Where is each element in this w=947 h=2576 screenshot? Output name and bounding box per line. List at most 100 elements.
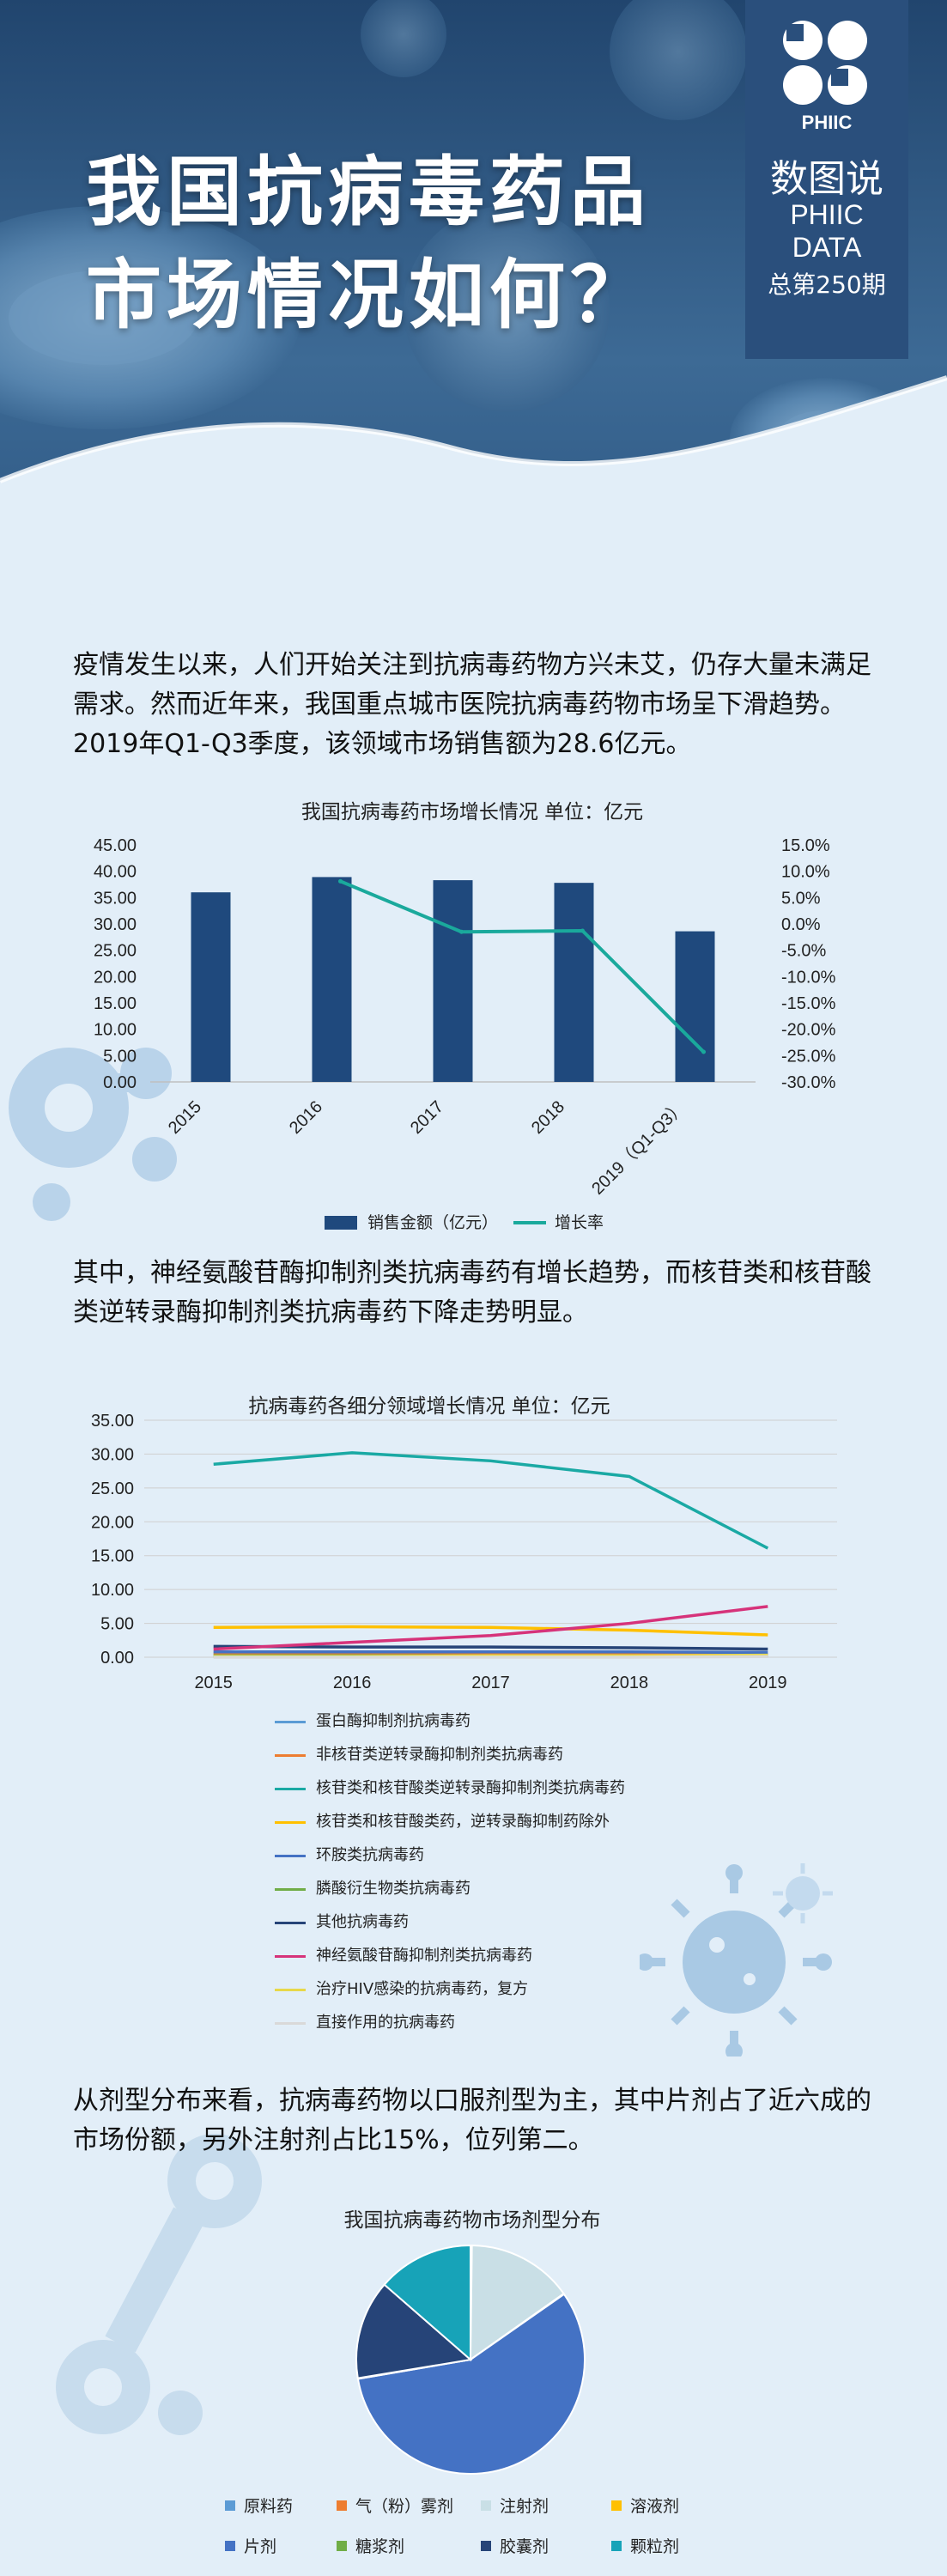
legend-label: 环胺类抗病毒药 bbox=[316, 1846, 424, 1864]
y2-tick-label: -30.0% bbox=[781, 1073, 836, 1092]
legend-swatch bbox=[275, 1921, 306, 1924]
legend-item-5: 膦酸衍生物类抗病毒药 bbox=[275, 1876, 470, 1899]
y-tick-label: 30.00 bbox=[91, 1445, 134, 1464]
bar-2017 bbox=[433, 880, 473, 1082]
bar-2015 bbox=[191, 892, 231, 1082]
y-tick-label: 5.00 bbox=[100, 1615, 134, 1634]
series-line-4 bbox=[213, 1649, 768, 1655]
legend-swatch bbox=[275, 1720, 306, 1723]
legend-label-注射剂: 注射剂 bbox=[500, 2497, 549, 2516]
series-line-6 bbox=[213, 1644, 768, 1651]
series-line-9 bbox=[213, 1655, 768, 1659]
y-tick-label: 0.00 bbox=[100, 1649, 134, 1668]
growth-point-2016 bbox=[338, 878, 343, 884]
series-line-7 bbox=[213, 1605, 768, 1651]
x-tick-label: 2017 bbox=[407, 1097, 447, 1138]
legend-item-3: 核苷类和核苷酸类药，逆转录酶抑制药除外 bbox=[275, 1809, 610, 1832]
x-tick-label: 2018 bbox=[610, 1674, 649, 1692]
intro-paragraph: 疫情发生以来，人们开始关注到抗病毒药物方兴未艾，仍存大量未满足需求。然而近年来，… bbox=[73, 650, 871, 759]
legend-swatch bbox=[275, 1820, 306, 1824]
dosage-paragraph: 从剂型分布来看，抗病毒药物以口服剂型为主，其中片剂占了近六成的市场份额，另外注射… bbox=[73, 2086, 871, 2155]
growth-point-2018 bbox=[580, 928, 585, 933]
legend-item-2: 核苷类和核苷酸类逆转录酶抑制剂类抗病毒药 bbox=[275, 1776, 625, 1798]
x-tick-label: 2017 bbox=[471, 1674, 510, 1692]
legend-item-0: 蛋白酶抑制剂抗病毒药 bbox=[275, 1709, 470, 1731]
molecule-decoration-icon bbox=[9, 1048, 177, 1221]
x-tick-label: 2016 bbox=[286, 1097, 326, 1138]
y2-tick-label: 0.0% bbox=[781, 915, 821, 934]
y-tick-label: 35.00 bbox=[94, 889, 137, 908]
y2-tick-label: 15.0% bbox=[781, 836, 830, 855]
x-tick-label: 2018 bbox=[528, 1097, 568, 1138]
phiic-logo-icon bbox=[783, 21, 867, 105]
y-tick-label: 30.00 bbox=[94, 915, 137, 934]
y-tick-label: 45.00 bbox=[94, 836, 137, 855]
legend-label-sales: 销售金额（亿元） bbox=[367, 1213, 498, 1232]
legend-label-片剂: 片剂 bbox=[244, 2537, 276, 2556]
x-tick-label: 2019 bbox=[749, 1674, 787, 1692]
growth-point-2019（Q1-Q3） bbox=[701, 1049, 706, 1054]
y-tick-label: 20.00 bbox=[91, 1513, 134, 1532]
y2-tick-label: -15.0% bbox=[781, 994, 836, 1013]
legend-swatch-原料药 bbox=[225, 2500, 235, 2511]
legend-swatch bbox=[275, 1787, 306, 1790]
y2-tick-label: -25.0% bbox=[781, 1047, 836, 1066]
legend-swatch bbox=[275, 1887, 306, 1891]
legend-item-6: 其他抗病毒药 bbox=[275, 1910, 409, 1932]
header-banner: 我国抗病毒药品 市场情况如何？ PHIIC 数图说 PHIIC DATA 总第2… bbox=[0, 0, 947, 601]
bar-2018 bbox=[554, 883, 594, 1082]
legend-label-胶囊剂: 胶囊剂 bbox=[500, 2537, 549, 2556]
legend-item-7: 神经氨酸苷酶抑制剂类抗病毒药 bbox=[275, 1943, 532, 1965]
legend-label: 非核苷类逆转录酶抑制剂类抗病毒药 bbox=[316, 1746, 563, 1764]
y-tick-label: 40.00 bbox=[94, 863, 137, 882]
legend-label: 核苷类和核苷酸类逆转录酶抑制剂类抗病毒药 bbox=[316, 1779, 625, 1797]
growth-rate-line bbox=[339, 879, 705, 1054]
growth-point-2017 bbox=[459, 929, 464, 934]
legend-swatch-糖浆剂 bbox=[337, 2541, 347, 2551]
pie-slice-片剂 bbox=[356, 2293, 586, 2475]
legend-swatch-片剂 bbox=[225, 2541, 235, 2551]
legend-swatch bbox=[275, 1954, 306, 1958]
legend-label: 膦酸衍生物类抗病毒药 bbox=[316, 1880, 470, 1898]
segment-legend: 蛋白酶抑制剂抗病毒药非核苷类逆转录酶抑制剂类抗病毒药核苷类和核苷酸类逆转录酶抑制… bbox=[275, 1709, 876, 2044]
chain-decoration-icon bbox=[56, 2134, 262, 2435]
y2-tick-label: -5.0% bbox=[781, 942, 826, 961]
badge-brand: PHIIC bbox=[801, 112, 853, 133]
legend-label: 其他抗病毒药 bbox=[316, 1913, 409, 1931]
y-tick-label: 15.00 bbox=[94, 994, 137, 1013]
y2-tick-label: 5.0% bbox=[781, 889, 821, 908]
bar-2019（Q1-Q3） bbox=[675, 931, 715, 1082]
legend-item-4: 环胺类抗病毒药 bbox=[275, 1843, 424, 1865]
badge-data-label-1: PHIIC bbox=[790, 199, 864, 230]
legend-swatch bbox=[275, 1988, 306, 1991]
legend-label-growth: 增长率 bbox=[555, 1213, 604, 1232]
pie-slice-注射剂 bbox=[469, 2244, 565, 2361]
legend-label: 直接作用的抗病毒药 bbox=[316, 2014, 455, 2032]
chart1-title: 我国抗病毒药市场增长情况 单位：亿元 bbox=[300, 801, 644, 823]
legend-swatch-溶液剂 bbox=[611, 2500, 622, 2511]
legend-swatch-sales bbox=[325, 1216, 357, 1230]
badge-series: 数图说 bbox=[770, 157, 883, 201]
legend-label-溶液剂: 溶液剂 bbox=[630, 2497, 679, 2516]
y2-tick-label: 10.0% bbox=[781, 863, 830, 882]
legend-label: 治疗HIV感染的抗病毒药，复方 bbox=[316, 1980, 529, 1998]
y-tick-label: 10.00 bbox=[94, 1021, 137, 1040]
y-tick-label: 20.00 bbox=[94, 968, 137, 987]
y-tick-label: 15.00 bbox=[91, 1547, 134, 1566]
y-tick-label: 25.00 bbox=[94, 942, 137, 961]
chart3-title: 我国抗病毒药物市场剂型分布 bbox=[343, 2209, 601, 2232]
x-tick-label: 2019（Q1-Q3） bbox=[588, 1097, 689, 1198]
legend-swatch bbox=[275, 1753, 306, 1757]
legend-swatch-注射剂 bbox=[481, 2500, 491, 2511]
series-line-2 bbox=[213, 1451, 769, 1550]
legend-label: 神经氨酸苷酶抑制剂类抗病毒药 bbox=[316, 1947, 532, 1965]
legend-item-8: 治疗HIV感染的抗病毒药，复方 bbox=[275, 1977, 528, 1999]
pie-slice-胶囊剂 bbox=[355, 2283, 473, 2379]
legend-label: 核苷类和核苷酸类药，逆转录酶抑制药除外 bbox=[316, 1813, 610, 1831]
y-tick-label: 35.00 bbox=[91, 1412, 134, 1431]
series-line-3 bbox=[213, 1625, 768, 1637]
legend-label-糖浆剂: 糖浆剂 bbox=[355, 2537, 404, 2556]
y-tick-label: 25.00 bbox=[91, 1479, 134, 1498]
y2-tick-label: -20.0% bbox=[781, 1021, 836, 1040]
